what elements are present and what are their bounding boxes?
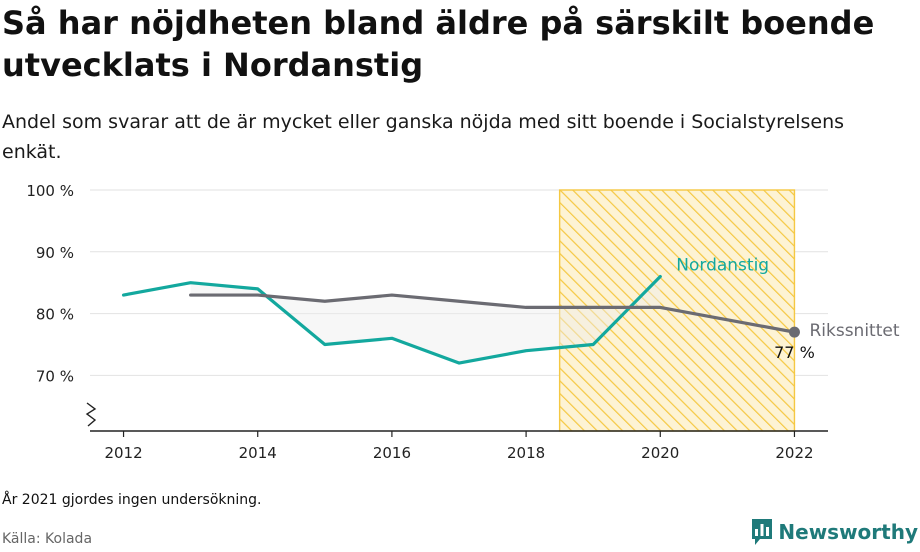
chart-title: Så har nöjdheten bland äldre på särskilt… bbox=[2, 4, 875, 84]
y-tick-label: 70 % bbox=[36, 367, 74, 385]
newsworthy-logo: Newsworthy bbox=[751, 518, 918, 546]
x-tick-label: 2018 bbox=[507, 444, 545, 462]
series-line-nordanstig bbox=[121, 274, 662, 365]
data-label-last-value: 77 % bbox=[774, 343, 815, 362]
chart-subtitle: Andel som svarar att de är mycket eller … bbox=[2, 111, 845, 163]
rikssnittet-end-marker bbox=[788, 326, 800, 338]
line-chart: 70 % 80 % 90 % 100 % 2012 2014 2016 2018 2020 202… bbox=[26, 182, 899, 462]
axis-break-icon bbox=[85, 402, 97, 427]
x-tick-label: 2012 bbox=[104, 444, 142, 462]
brand-name: Newsworthy bbox=[778, 520, 918, 544]
x-tick-label: 2020 bbox=[641, 444, 679, 462]
series-label-rikssnittet: Rikssnittet bbox=[809, 321, 899, 341]
bar-chart-icon bbox=[752, 519, 773, 545]
x-tick-label: 2022 bbox=[775, 444, 813, 462]
x-tick-label: 2016 bbox=[373, 444, 411, 462]
y-tick-label: 80 % bbox=[36, 306, 74, 324]
series-line-rikssnittet bbox=[189, 293, 797, 334]
y-tick-label: 100 % bbox=[26, 182, 74, 200]
y-tick-label: 90 % bbox=[36, 244, 74, 262]
series-label-nordanstig: Nordanstig bbox=[676, 256, 769, 276]
footnote: År 2021 gjordes ingen undersökning. bbox=[2, 492, 262, 508]
difference-band bbox=[190, 276, 661, 364]
x-tick-label: 2014 bbox=[239, 444, 277, 462]
source-label: Källa: Kolada bbox=[2, 531, 93, 547]
